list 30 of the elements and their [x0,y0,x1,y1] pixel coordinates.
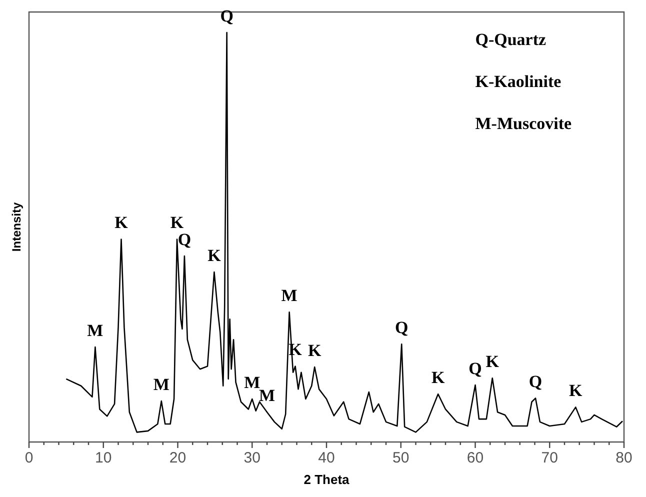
annotation: M [244,372,260,392]
annotation: Q [395,318,408,338]
annotation: K-Kaolinite [475,72,562,91]
annotation: Q-Quartz [475,30,547,49]
x-tick-label: 80 [616,450,632,467]
annotation: K [208,246,222,265]
x-axis-title: 2 Theta [304,472,350,488]
annotation: Q [468,358,482,378]
annotation: K [114,213,129,232]
annotation: M [153,374,170,394]
annotation: M [87,320,104,340]
annotation: K [431,368,446,387]
x-tick-label: 0 [24,450,34,467]
annotation: K [308,340,322,360]
annotation: M-Muscovite [475,114,572,133]
annotation: Q [178,230,192,249]
x-tick-label: 50 [392,450,410,467]
x-tick-label: 40 [318,450,335,467]
annotation: M [281,286,298,306]
x-tick-label: 30 [244,450,260,467]
x-tick-label: 10 [95,450,112,467]
y-axis-title: Intensity [9,202,24,252]
annotation: K [569,381,584,400]
x-tick-label: 70 [541,450,558,467]
annotation: K [486,352,500,372]
annotation: Q [528,372,542,392]
annotation: M [258,386,276,405]
x-tick-label: 60 [466,450,484,467]
annotation: K [170,213,184,232]
x-tick-label: 20 [169,450,186,467]
